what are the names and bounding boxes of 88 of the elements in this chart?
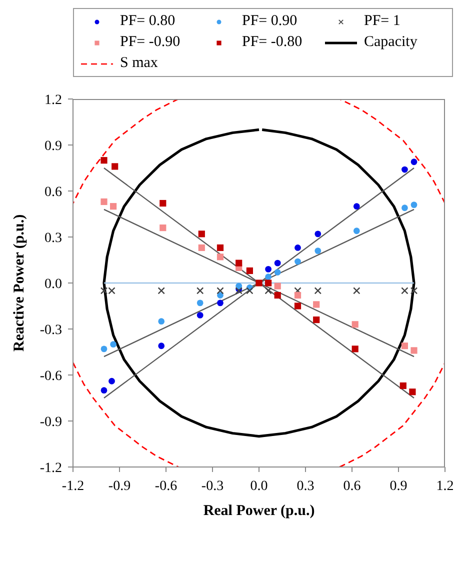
point [110, 203, 117, 210]
point [274, 269, 281, 276]
y-tick-label: 1.2 [44, 92, 62, 108]
x-tick-label: 0.9 [390, 478, 408, 494]
point [294, 258, 301, 265]
point [265, 280, 272, 286]
x-tick-label: 0.6 [343, 478, 361, 494]
point [400, 382, 406, 390]
point [313, 301, 320, 308]
point [410, 158, 418, 166]
point [314, 248, 322, 254]
x-tick-label: -0.9 [108, 478, 131, 494]
point [294, 292, 302, 299]
point [401, 287, 408, 294]
point [294, 287, 302, 294]
y-tick-label: -1.2 [40, 460, 62, 476]
x-tick-label: 1.2 [436, 478, 454, 494]
point [246, 267, 253, 274]
y-tick-label: 0.0 [44, 276, 62, 292]
point [198, 230, 205, 238]
legend-label: PF= 1 [364, 13, 400, 30]
point [353, 228, 360, 234]
line-series [102, 128, 416, 438]
point [353, 287, 360, 294]
legend-label: Capacity [364, 34, 418, 51]
x-tick-label: 0.3 [296, 478, 314, 494]
point [401, 342, 408, 350]
legend-label: S max [120, 55, 158, 72]
point [216, 254, 224, 260]
point [100, 387, 108, 394]
point [410, 287, 418, 294]
point [246, 287, 254, 294]
legend-label: PF= 0.90 [242, 13, 298, 30]
x-tick-label: -0.6 [154, 478, 178, 494]
point [402, 204, 408, 212]
legend-label: PF= -0.90 [120, 34, 180, 51]
point [274, 292, 281, 299]
y-tick-label: -0.9 [40, 414, 62, 430]
x-tick-label: -0.3 [201, 478, 224, 494]
point [112, 163, 118, 170]
y-tick-label: 0.6 [44, 184, 62, 200]
point [196, 287, 204, 294]
point [100, 346, 108, 352]
point [314, 230, 322, 238]
point [236, 260, 242, 266]
point [158, 342, 165, 350]
point [198, 244, 205, 252]
point [217, 300, 224, 306]
point [265, 274, 272, 280]
y-tick-label: -0.6 [40, 368, 62, 384]
y-tick-label: 0.3 [44, 230, 62, 246]
point [216, 244, 224, 252]
point [100, 198, 108, 206]
point [158, 318, 165, 325]
point [160, 224, 166, 232]
y-axis-title: Reactive Power (p.u.) [11, 214, 28, 352]
point [216, 287, 224, 294]
point [274, 282, 281, 290]
x-tick-label: 0.0 [250, 478, 268, 494]
point [274, 260, 281, 266]
point [410, 202, 418, 208]
x-axis-title: Real Power (p.u.) [203, 503, 315, 519]
point [265, 266, 272, 272]
point [196, 300, 204, 306]
point [100, 157, 108, 164]
point [264, 287, 272, 294]
point [158, 287, 165, 294]
point [352, 346, 358, 352]
point [196, 312, 204, 318]
y-tick-label: -0.3 [40, 322, 62, 338]
point [313, 316, 320, 324]
legend-label: PF= 0.80 [120, 13, 176, 30]
point [353, 203, 360, 210]
point [410, 347, 418, 354]
point [110, 341, 116, 348]
legend-label: PF= -0.80 [242, 34, 302, 51]
point [409, 388, 416, 396]
point [160, 200, 166, 207]
point [217, 292, 224, 298]
y-tick-label: 0.9 [44, 138, 62, 154]
point [314, 287, 322, 294]
point [402, 166, 408, 173]
point [294, 302, 302, 310]
point [256, 280, 262, 286]
point [294, 244, 301, 251]
point [108, 378, 115, 384]
x-tick-label: -1.2 [62, 478, 84, 494]
point [352, 321, 358, 328]
